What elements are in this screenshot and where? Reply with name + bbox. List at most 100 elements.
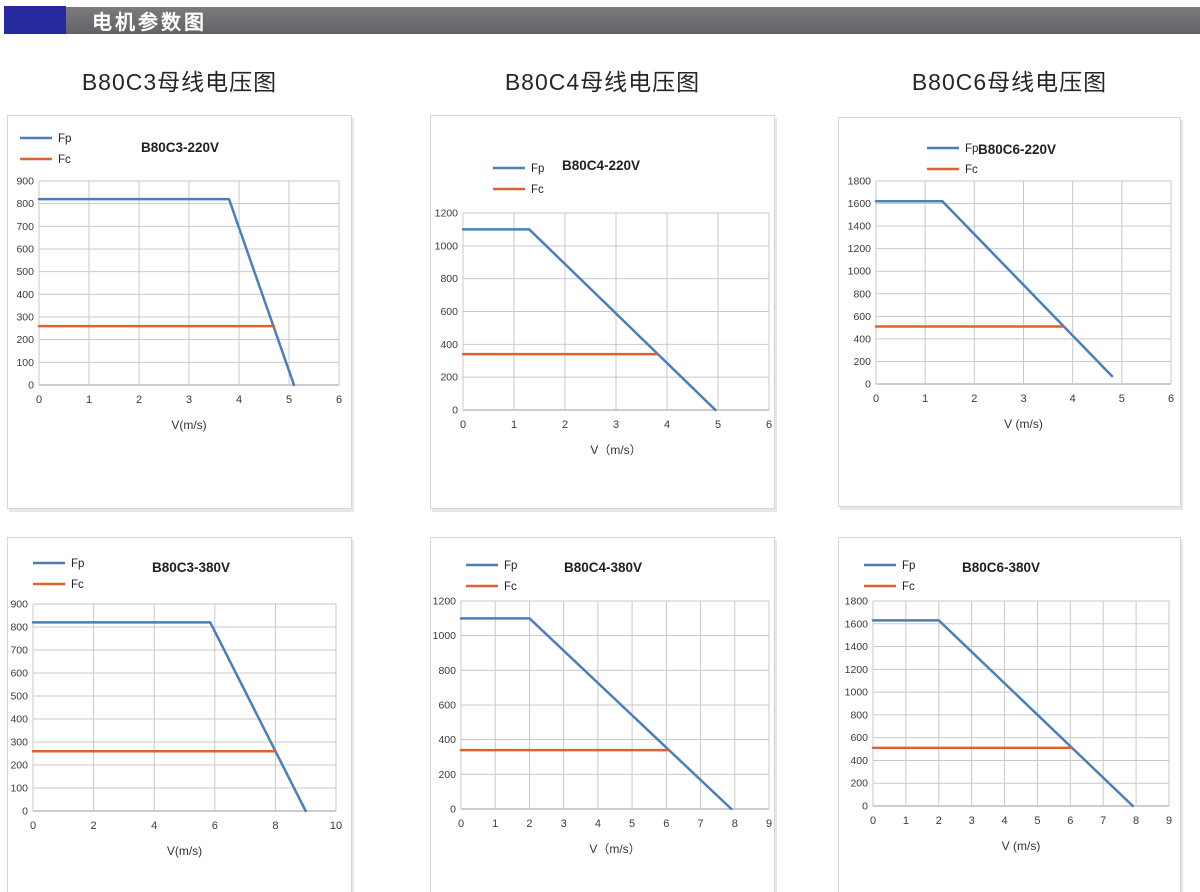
svg-text:200: 200	[10, 760, 28, 772]
svg-text:Fc: Fc	[71, 579, 84, 591]
legend: Fp Fc	[466, 560, 517, 593]
svg-text:600: 600	[850, 732, 868, 744]
chart-title: B80C6-220V	[978, 142, 1056, 157]
svg-text:400: 400	[10, 714, 28, 726]
svg-text:0: 0	[28, 380, 34, 392]
svg-text:6: 6	[336, 394, 342, 406]
chart-panel-b80c6-380v: 0 200 400 600 800 1000 1200 1400 1600 1800 0 1 2 3 4 5 6…	[838, 537, 1181, 892]
chart-canvas: 0 100 200 300 400 500 600 700 800 900 0 2 4 6 8 10 V(m/s…	[10, 558, 342, 858]
svg-text:Fc: Fc	[902, 581, 915, 593]
svg-text:4: 4	[1070, 393, 1076, 405]
x-axis-title: V (m/s)	[1002, 839, 1041, 853]
chart-panel-b80c3-220v: 0 100 200 300 400 500 600 700 800 900 0 1 2 3 4 5 6 V(m/s…	[7, 115, 352, 509]
svg-text:4: 4	[1001, 815, 1007, 827]
column-title-b80c4: B80C4母线电压图	[504, 69, 701, 95]
svg-text:1000: 1000	[848, 266, 872, 278]
svg-text:6: 6	[663, 818, 669, 830]
svg-text:Fp: Fp	[58, 133, 71, 145]
svg-text:3: 3	[561, 818, 567, 830]
gridlines	[460, 600, 770, 810]
chart-canvas: 0 200 400 600 800 1000 1200 1400 1600 1800 0 1 2 3 4 5 6…	[848, 142, 1174, 431]
gridlines	[38, 180, 340, 386]
column-title-b80c3: B80C3母线电压图	[81, 69, 278, 95]
svg-text:0: 0	[36, 394, 42, 406]
svg-text:4: 4	[151, 820, 157, 832]
svg-text:5: 5	[1034, 815, 1040, 827]
svg-text:1: 1	[492, 818, 498, 830]
x-axis-title: V（m/s）	[589, 842, 640, 856]
legend: Fp Fc	[33, 558, 84, 591]
x-axis-title: V(m/s)	[171, 418, 206, 432]
svg-text:500: 500	[10, 691, 28, 703]
svg-text:0: 0	[460, 419, 466, 431]
y-axis-labels: 0 200 400 600 800 1000 1200 1400 1600 1800	[848, 176, 872, 391]
chart-panel-b80c4-380v: 0 200 400 600 800 1000 1200 0 1 2 3 4 5 6 7 8 9 V（m/s） Fp F…	[430, 537, 775, 892]
svg-text:8: 8	[732, 818, 738, 830]
svg-text:600: 600	[16, 244, 34, 256]
svg-text:0: 0	[452, 405, 458, 417]
svg-text:700: 700	[10, 645, 28, 657]
x-axis-title: V (m/s)	[1004, 417, 1043, 431]
svg-text:1200: 1200	[845, 664, 869, 676]
svg-text:6: 6	[212, 820, 218, 832]
svg-text:700: 700	[16, 221, 34, 233]
svg-text:3: 3	[186, 394, 192, 406]
svg-text:1: 1	[511, 419, 517, 431]
svg-text:9: 9	[1166, 815, 1172, 827]
x-axis-title: V（m/s）	[590, 443, 641, 457]
svg-text:1600: 1600	[848, 198, 872, 210]
svg-text:7: 7	[697, 818, 703, 830]
svg-text:Fp: Fp	[902, 560, 915, 572]
y-axis-labels: 0 200 400 600 800 1000 1200	[433, 596, 457, 816]
x-axis-labels: 0 1 2 3 4 5 6	[460, 419, 772, 431]
svg-text:600: 600	[10, 668, 28, 680]
svg-text:200: 200	[440, 372, 458, 384]
svg-text:1000: 1000	[435, 240, 459, 252]
svg-text:1: 1	[903, 815, 909, 827]
series-Fp	[31, 621, 307, 813]
svg-text:400: 400	[853, 333, 871, 345]
y-axis-labels: 0 200 400 600 800 1000 1200	[435, 208, 459, 417]
svg-text:1400: 1400	[848, 221, 872, 233]
svg-text:800: 800	[16, 198, 34, 210]
x-axis-labels: 0 1 2 3 4 5 6	[873, 393, 1174, 405]
svg-text:300: 300	[16, 312, 34, 324]
svg-text:Fc: Fc	[58, 154, 71, 166]
svg-text:2: 2	[936, 815, 942, 827]
svg-text:7: 7	[1100, 815, 1106, 827]
column-title-b80c6: B80C6母线电压图	[911, 69, 1108, 95]
svg-text:0: 0	[870, 815, 876, 827]
svg-text:Fp: Fp	[504, 560, 517, 572]
svg-text:800: 800	[10, 622, 28, 634]
svg-text:5: 5	[629, 818, 635, 830]
svg-text:0: 0	[450, 804, 456, 816]
svg-text:1800: 1800	[848, 176, 872, 188]
chart-title: B80C6-380V	[962, 560, 1040, 575]
svg-text:6: 6	[1067, 815, 1073, 827]
page-title: 电机参数图	[92, 12, 207, 34]
header-title-bar: 电机参数图	[66, 7, 1200, 34]
svg-text:0: 0	[30, 820, 36, 832]
gridlines	[875, 180, 1172, 385]
chart-title: B80C3-380V	[152, 560, 230, 575]
series-Fp	[37, 197, 296, 387]
svg-text:600: 600	[438, 700, 456, 712]
svg-text:3: 3	[613, 419, 619, 431]
svg-text:100: 100	[16, 357, 34, 369]
svg-text:Fp: Fp	[965, 143, 978, 155]
svg-text:1000: 1000	[433, 630, 457, 642]
svg-text:500: 500	[16, 266, 34, 278]
svg-text:800: 800	[440, 273, 458, 285]
svg-text:Fp: Fp	[71, 558, 84, 570]
svg-text:6: 6	[1168, 393, 1174, 405]
svg-text:900: 900	[16, 176, 34, 188]
svg-text:8: 8	[272, 820, 278, 832]
svg-text:1000: 1000	[845, 687, 869, 699]
x-axis-labels: 0 1 2 3 4 5 6	[36, 394, 342, 406]
svg-text:400: 400	[16, 289, 34, 301]
svg-text:200: 200	[853, 356, 871, 368]
svg-text:1200: 1200	[435, 208, 459, 220]
svg-text:1400: 1400	[845, 641, 869, 653]
svg-text:5: 5	[1119, 393, 1125, 405]
